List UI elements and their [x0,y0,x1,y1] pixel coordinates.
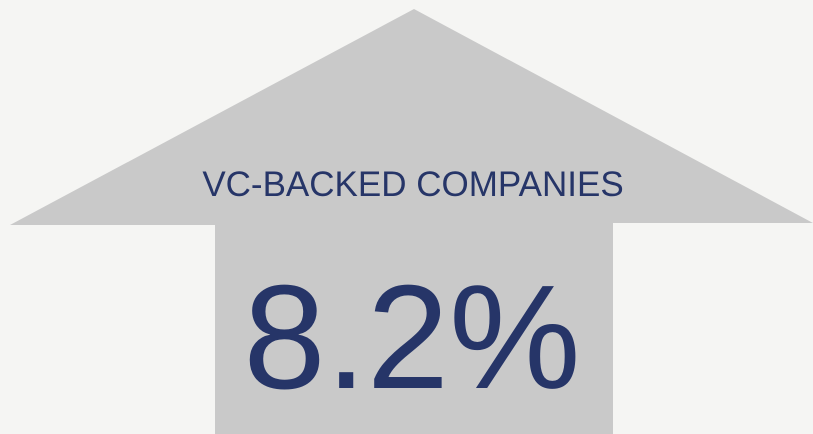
label: VC-BACKED COMPANIES [202,165,623,204]
up-arrow [10,9,813,434]
value: 8.2% [243,255,580,420]
